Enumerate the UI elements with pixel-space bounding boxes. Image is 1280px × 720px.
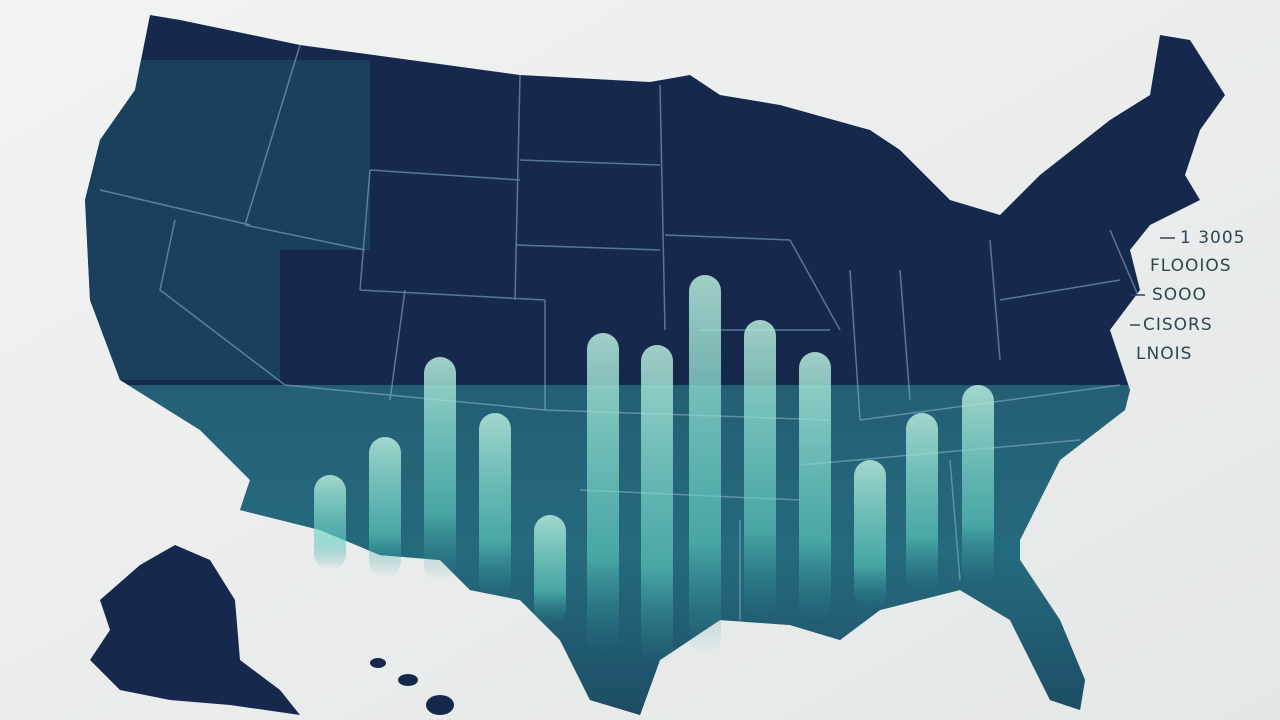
label: FLOOIOS xyxy=(1150,256,1232,276)
hawaii xyxy=(370,658,454,715)
label-ticks xyxy=(1130,237,1175,326)
label: SOOO xyxy=(1152,285,1207,305)
label: 1 3005 xyxy=(1180,228,1245,248)
label: LNOIS xyxy=(1136,344,1192,364)
alaska xyxy=(90,545,300,715)
bars xyxy=(314,275,994,665)
label: CISORS xyxy=(1143,315,1213,335)
